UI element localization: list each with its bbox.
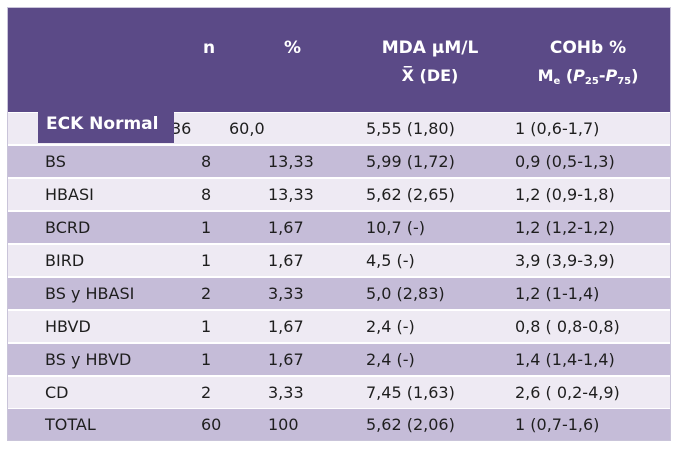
header-mda-title: MDA µM/L <box>381 38 479 58</box>
row-label-eck-normal: ECK Normal <box>38 111 174 143</box>
cell-mda: 5,0 (2,83) <box>366 284 445 303</box>
cell-cohb: 1,4 (1,4-1,4) <box>515 350 615 369</box>
cell-n: 1 <box>201 317 212 336</box>
cell-label: BCRD <box>45 218 91 237</box>
header-cohb-title: COHb % <box>549 38 627 58</box>
cell-percent: 1,67 <box>268 218 304 237</box>
table-row: BCRD 1 1,67 10,7 (-) 1,2 (1,2-1,2) <box>8 212 670 243</box>
cell-percent: 3,33 <box>268 383 304 402</box>
cell-cohb: 1,2 (1,2-1,2) <box>515 218 615 237</box>
cell-mda: 5,62 (2,65) <box>366 185 455 204</box>
header-cohb: COHb % Me (P25-P75) <box>528 38 648 87</box>
table-row: BS y HBASI 2 3,33 5,0 (2,83) 1,2 (1-1,4) <box>8 278 670 309</box>
cell-cohb: 2,6 ( 0,2-4,9) <box>515 383 620 402</box>
cell-cohb: 1 (0,6-1,7) <box>515 119 600 138</box>
cell-percent: 1,67 <box>268 350 304 369</box>
cell-percent: 1,67 <box>268 251 304 270</box>
cell-label: BIRD <box>45 251 85 270</box>
table-row: TOTAL 60 100 5,62 (2,06) 1 (0,7-1,6) <box>8 409 670 440</box>
header-percent: % <box>284 38 302 58</box>
cell-mda: 5,62 (2,06) <box>366 415 455 434</box>
cell-mda: 10,7 (-) <box>366 218 425 237</box>
cell-mda: 5,55 (1,80) <box>366 119 455 138</box>
cell-n: 1 <box>201 218 212 237</box>
cell-percent: 3,33 <box>268 284 304 303</box>
cell-percent: 1,67 <box>268 317 304 336</box>
header-cohb-subtitle: Me (P25-P75) <box>537 66 639 87</box>
cell-cohb: 0,8 ( 0,8-0,8) <box>515 317 620 336</box>
cell-mda: 7,45 (1,63) <box>366 383 455 402</box>
header-mda: MDA µM/L X̅ (DE) <box>360 38 500 85</box>
cell-label: TOTAL <box>45 415 96 434</box>
cell-n: 36 <box>171 119 192 138</box>
cell-cohb: 0,9 (0,5-1,3) <box>515 152 615 171</box>
header-n: n <box>203 38 216 58</box>
cell-cohb: 1,2 (1-1,4) <box>515 284 600 303</box>
table-row: HBVD 1 1,67 2,4 (-) 0,8 ( 0,8-0,8) <box>8 311 670 342</box>
table-row: BS 8 13,33 5,99 (1,72) 0,9 (0,5-1,3) <box>8 146 670 177</box>
results-table: n % MDA µM/L X̅ (DE) COHb % Me (P25-P75)… <box>7 7 671 441</box>
table-header: n % MDA µM/L X̅ (DE) COHb % Me (P25-P75) <box>8 8 670 112</box>
header-mda-subtitle: X̅ (DE) <box>401 66 459 85</box>
cell-label: CD <box>45 383 69 402</box>
cell-percent: 60,0 <box>229 119 265 138</box>
table-row: CD 2 3,33 7,45 (1,63) 2,6 ( 0,2-4,9) <box>8 377 670 408</box>
cell-cohb: 1,2 (0,9-1,8) <box>515 185 615 204</box>
cell-n: 8 <box>201 185 212 204</box>
cell-n: 1 <box>201 350 212 369</box>
table-row: BIRD 1 1,67 4,5 (-) 3,9 (3,9-3,9) <box>8 245 670 276</box>
cell-label: HBASI <box>45 185 94 204</box>
cell-mda: 5,99 (1,72) <box>366 152 455 171</box>
cell-label: HBVD <box>45 317 91 336</box>
cell-n: 1 <box>201 251 212 270</box>
table-row: HBASI 8 13,33 5,62 (2,65) 1,2 (0,9-1,8) <box>8 179 670 210</box>
cell-label: BS y HBVD <box>45 350 132 369</box>
cell-cohb: 1 (0,7-1,6) <box>515 415 600 434</box>
cell-cohb: 3,9 (3,9-3,9) <box>515 251 615 270</box>
cell-percent: 13,33 <box>268 185 314 204</box>
cell-percent: 13,33 <box>268 152 314 171</box>
table-row: BS y HBVD 1 1,67 2,4 (-) 1,4 (1,4-1,4) <box>8 344 670 375</box>
cell-n: 2 <box>201 383 212 402</box>
cell-n: 60 <box>201 415 222 434</box>
cell-percent: 100 <box>268 415 299 434</box>
cell-label: BS <box>45 152 66 171</box>
cell-n: 8 <box>201 152 212 171</box>
cell-mda: 4,5 (-) <box>366 251 415 270</box>
cell-mda: 2,4 (-) <box>366 350 415 369</box>
cell-label: BS y HBASI <box>45 284 135 303</box>
cell-n: 2 <box>201 284 212 303</box>
cell-mda: 2,4 (-) <box>366 317 415 336</box>
